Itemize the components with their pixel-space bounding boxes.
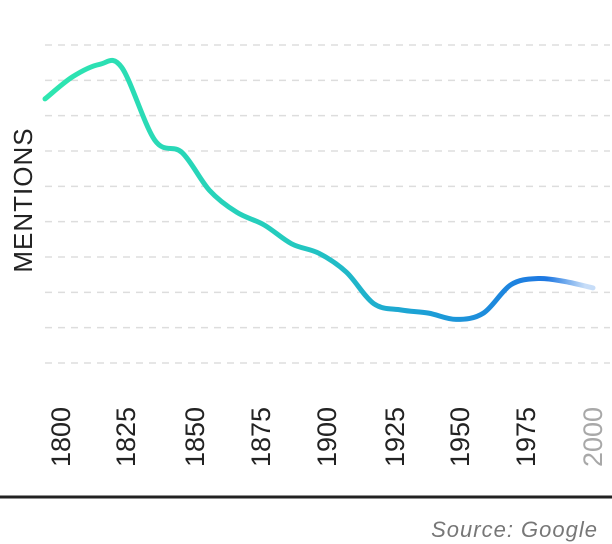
- x-tick-label: 1950: [445, 407, 475, 467]
- source-note: Source: Google: [431, 517, 598, 542]
- x-axis-ticks: 1800 1825 1850 1875 1900 1925 1950 1975 2000: [46, 407, 608, 467]
- x-tick-label: 1825: [111, 407, 141, 467]
- x-tick-label: 1850: [180, 407, 210, 467]
- grid-lines: [45, 44, 610, 364]
- x-tick-label: 1975: [511, 407, 541, 467]
- x-tick-label: 1800: [46, 407, 76, 467]
- x-tick-label: 1900: [312, 407, 342, 467]
- y-axis-label: MENTIONS: [8, 127, 38, 272]
- series-line: [42, 57, 596, 322]
- x-tick-label: 2000: [578, 407, 608, 467]
- x-tick-label: 1925: [380, 407, 410, 467]
- x-tick-label: 1875: [246, 407, 276, 467]
